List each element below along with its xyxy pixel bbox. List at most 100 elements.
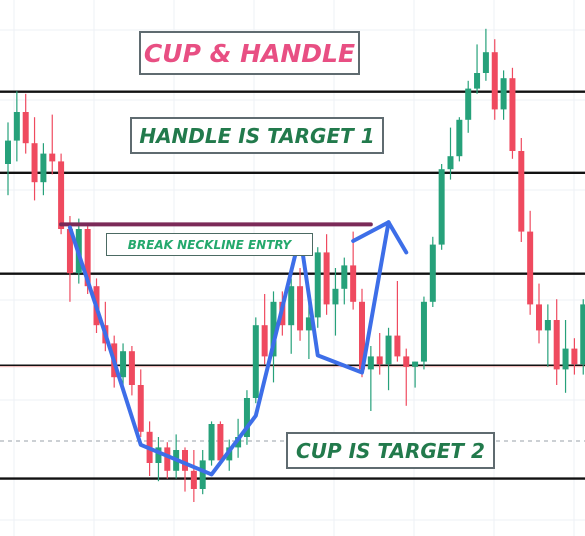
candle-body [412, 361, 419, 367]
candle-bullish [420, 296, 427, 370]
candle-body [350, 265, 357, 302]
candle-bullish [367, 346, 374, 411]
candle-bullish [288, 278, 295, 354]
candle-body [385, 335, 392, 365]
candle-body [500, 78, 507, 110]
candle-bullish [208, 421, 215, 466]
candle-body [447, 156, 454, 170]
candle-bullish [465, 80, 472, 133]
candle-bearish [350, 231, 357, 310]
candle-body [208, 424, 215, 461]
candle-bearish [22, 93, 29, 154]
candle-bullish [456, 117, 463, 162]
candle-bullish [562, 320, 569, 393]
candle-bearish [394, 281, 401, 362]
candle-body [491, 52, 498, 110]
handle-target-label: HANDLE IS TARGET 1 [130, 117, 384, 154]
candle-body [164, 447, 171, 471]
candle-body [84, 229, 91, 287]
candle-bullish [544, 304, 551, 367]
candle-body [509, 78, 516, 151]
candle-body [465, 88, 472, 120]
cup-handle-pattern [67, 220, 409, 477]
candle-body [40, 153, 47, 183]
candle-body [22, 112, 29, 144]
candle-body [518, 151, 525, 232]
candle-bearish [553, 299, 560, 385]
candle-bearish [190, 450, 197, 502]
candle-body [120, 351, 127, 378]
candle-bullish [332, 268, 339, 336]
candle-bullish [447, 127, 454, 180]
candle-bearish [137, 369, 144, 437]
candle-body [394, 335, 401, 357]
candle-body [252, 325, 259, 398]
candle-bearish [261, 294, 268, 365]
candle-bullish [500, 70, 507, 120]
candle-bullish [120, 343, 127, 385]
candle-bearish [491, 39, 498, 120]
cup-target-label: CUP IS TARGET 2 [286, 432, 495, 469]
candle-bearish [217, 421, 224, 466]
candle-bearish [536, 283, 542, 344]
candle-bearish [509, 67, 516, 159]
candle-bearish [323, 234, 330, 315]
candle-body [438, 169, 445, 245]
candle-bullish [13, 91, 20, 162]
candle-body [270, 301, 277, 357]
candle-body [536, 304, 542, 331]
candle-bullish [580, 299, 585, 375]
candle-bullish [474, 44, 481, 94]
candle-bullish [341, 257, 348, 305]
candle-body [49, 153, 56, 162]
candle-body [367, 356, 374, 370]
candle-body [474, 73, 481, 89]
pattern-title: CUP & HANDLE [139, 31, 360, 75]
candle-bearish [571, 338, 578, 375]
candle-bullish [429, 236, 436, 307]
candle-body [155, 447, 162, 463]
pattern-title-text: CUP & HANDLE [143, 38, 356, 68]
candle-body [332, 288, 339, 305]
candle-body [288, 286, 295, 326]
candle-bullish [314, 247, 321, 328]
candle-body [182, 450, 188, 471]
candle-bullish [385, 327, 392, 391]
candle-bullish [412, 361, 419, 388]
candle-body [376, 356, 383, 365]
candle-bearish [518, 138, 525, 242]
candle-bullish [438, 164, 445, 250]
candle-bullish [5, 122, 11, 196]
candle-bullish [243, 390, 250, 445]
candle-bullish [40, 143, 47, 196]
candle-body [359, 301, 365, 370]
candle-body [456, 119, 463, 157]
candle-bullish [155, 437, 162, 482]
candle-body [553, 320, 560, 370]
candle-bearish [527, 210, 534, 315]
candle-body [314, 252, 321, 318]
candle-body [190, 470, 197, 489]
horizontal-levels [0, 90, 585, 480]
candle-body [420, 301, 427, 362]
candle-body [305, 317, 312, 331]
candle-body [544, 320, 551, 331]
handle-target-text: HANDLE IS TARGET 1 [139, 123, 375, 148]
candle-body [571, 348, 578, 365]
candle-bullish [482, 28, 489, 81]
candle-body [243, 398, 250, 437]
candle-body [13, 112, 20, 141]
candle-bearish [297, 268, 304, 341]
candle-body [261, 325, 268, 357]
candle-body [341, 265, 348, 289]
candle-body [482, 52, 489, 73]
candle-bearish [403, 348, 410, 406]
candle-body [137, 385, 144, 432]
candle-bearish [128, 346, 135, 396]
candle-body [580, 304, 585, 365]
candle-bearish [49, 114, 56, 175]
candle-body [199, 460, 206, 489]
candle-bearish [164, 442, 171, 479]
